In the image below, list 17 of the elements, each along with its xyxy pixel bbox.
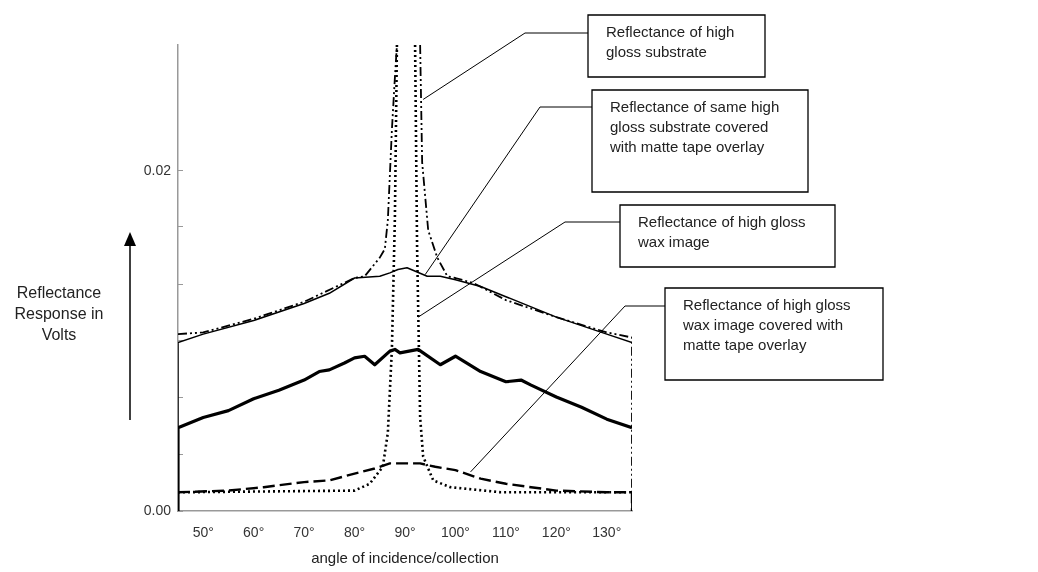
x-tick-label: 50°: [192, 524, 214, 541]
x-tick-label: 80°: [343, 524, 366, 541]
x-tick-label: 120°: [541, 524, 571, 541]
y-tick-label: 0.00: [143, 501, 172, 518]
annotation: Reflectance of high gloss wax image covered with matte tape overlay: [682, 295, 851, 353]
x-tick-label: 70°: [293, 524, 315, 541]
x-tick-label: 110°: [491, 524, 520, 541]
x-axis-title: angle of incidence/collection: [311, 549, 499, 567]
x-tick-label: 60°: [243, 524, 265, 541]
y-axis-title: Reflectance Response in Volts: [13, 283, 105, 345]
x-tick-label: 90°: [394, 524, 416, 541]
y-tick-label: 0.02: [143, 161, 172, 178]
annotation: Reflectance of same high gloss substrate covered with matte tape overlay: [609, 97, 780, 155]
annotation: Reflectance of high gloss wax image: [637, 212, 806, 250]
annotation: Reflectance of high gloss substrate: [606, 22, 735, 60]
x-tick-label: 130°: [592, 524, 622, 541]
x-tick-label: 100°: [440, 524, 470, 541]
